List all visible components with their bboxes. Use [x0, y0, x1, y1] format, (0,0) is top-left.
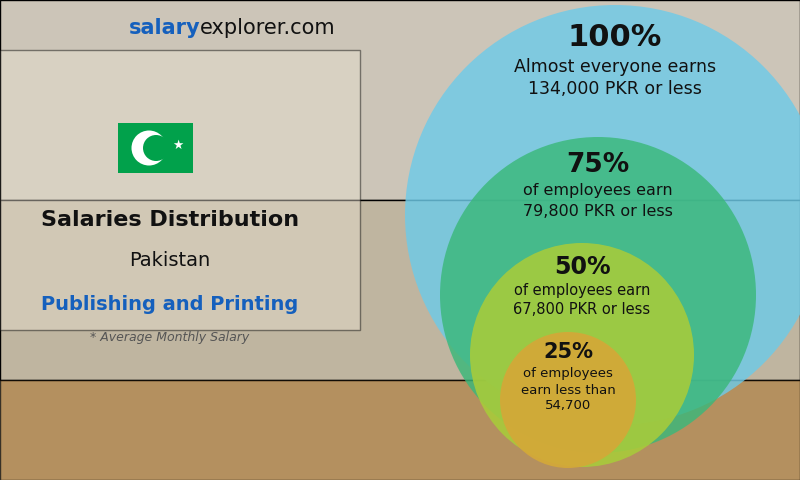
Text: Pakistan: Pakistan	[130, 251, 210, 269]
Text: * Average Monthly Salary: * Average Monthly Salary	[90, 332, 250, 345]
Text: Almost everyone earns: Almost everyone earns	[514, 58, 716, 76]
Text: explorer.com: explorer.com	[200, 18, 336, 38]
Text: ★: ★	[172, 139, 183, 152]
Circle shape	[143, 135, 169, 161]
Text: 79,800 PKR or less: 79,800 PKR or less	[523, 204, 673, 218]
Circle shape	[405, 5, 800, 425]
Text: 100%: 100%	[568, 23, 662, 51]
FancyBboxPatch shape	[0, 50, 360, 330]
Text: salary: salary	[128, 18, 200, 38]
Text: of employees: of employees	[523, 368, 613, 381]
Circle shape	[470, 243, 694, 467]
Text: 134,000 PKR or less: 134,000 PKR or less	[528, 80, 702, 98]
FancyBboxPatch shape	[0, 200, 800, 380]
Text: 75%: 75%	[566, 152, 630, 178]
Text: Salaries Distribution: Salaries Distribution	[41, 210, 299, 230]
Text: 54,700: 54,700	[545, 399, 591, 412]
FancyBboxPatch shape	[118, 123, 193, 173]
Text: earn less than: earn less than	[521, 384, 615, 396]
Text: 67,800 PKR or less: 67,800 PKR or less	[514, 301, 650, 316]
Circle shape	[440, 137, 756, 453]
FancyBboxPatch shape	[0, 0, 800, 200]
Text: Publishing and Printing: Publishing and Printing	[42, 296, 298, 314]
Text: of employees earn: of employees earn	[523, 183, 673, 199]
Text: of employees earn: of employees earn	[514, 284, 650, 299]
Circle shape	[500, 332, 636, 468]
FancyBboxPatch shape	[0, 380, 800, 480]
Text: 25%: 25%	[543, 342, 593, 362]
Circle shape	[131, 131, 166, 166]
Text: 50%: 50%	[554, 255, 610, 279]
